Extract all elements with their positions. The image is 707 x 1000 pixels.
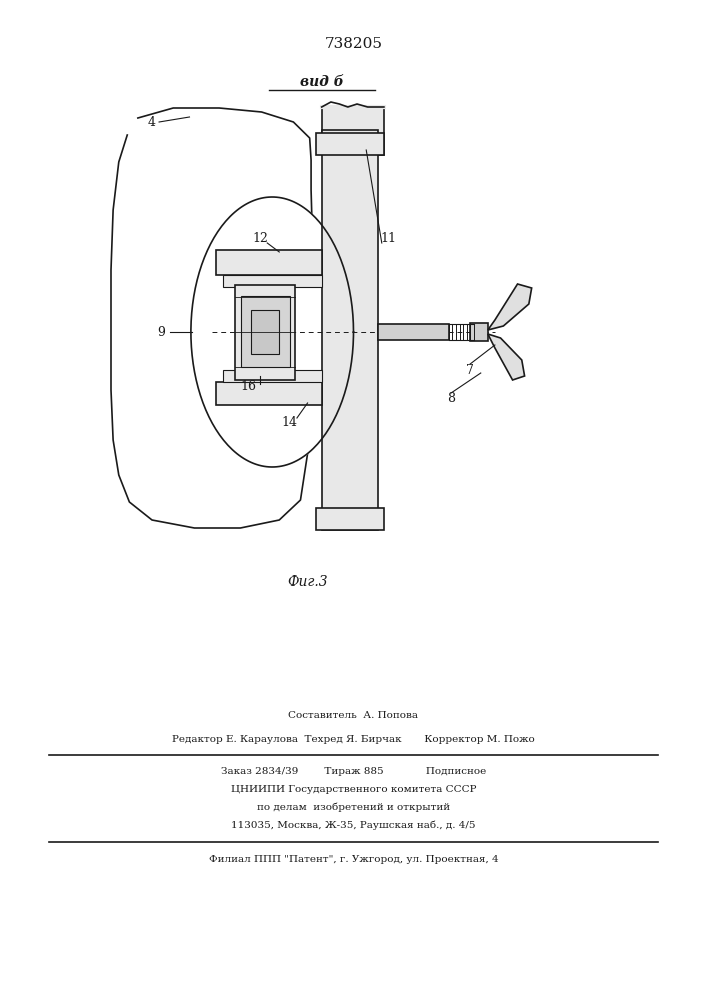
Bar <box>216 250 322 275</box>
Text: вид б: вид б <box>300 75 344 89</box>
Text: 738205: 738205 <box>325 37 382 51</box>
Bar <box>322 130 378 530</box>
Text: ЦНИИПИ Государственного комитета СССР: ЦНИИПИ Государственного комитета СССР <box>230 785 477 794</box>
Text: 11: 11 <box>381 232 397 244</box>
Bar <box>378 324 449 340</box>
Bar <box>223 370 322 382</box>
Text: Редактор Е. Караулова  Техред Я. Бирчак       Корректор М. Пожо: Редактор Е. Караулова Техред Я. Бирчак К… <box>172 734 535 744</box>
Text: 113035, Москва, Ж-35, Раушская наб., д. 4/5: 113035, Москва, Ж-35, Раушская наб., д. … <box>231 821 476 830</box>
Bar <box>240 296 290 367</box>
Bar <box>223 275 322 287</box>
Bar <box>251 310 279 354</box>
Bar <box>316 508 384 530</box>
Bar <box>235 284 296 379</box>
Bar <box>322 107 384 155</box>
Polygon shape <box>488 334 525 380</box>
Polygon shape <box>191 197 354 467</box>
Bar <box>316 133 384 155</box>
Text: 8: 8 <box>447 391 455 404</box>
Text: 9: 9 <box>157 326 165 338</box>
Text: 4: 4 <box>148 115 156 128</box>
Text: 12: 12 <box>252 232 268 244</box>
Bar <box>216 382 322 405</box>
Text: 14: 14 <box>282 416 298 428</box>
Text: по делам  изобретений и открытий: по делам изобретений и открытий <box>257 803 450 812</box>
Bar <box>470 323 488 341</box>
Text: 7: 7 <box>466 363 474 376</box>
Text: Филиал ППП "Патент", г. Ужгород, ул. Проектная, 4: Филиал ППП "Патент", г. Ужгород, ул. Про… <box>209 854 498 864</box>
Text: Составитель  А. Попова: Составитель А. Попова <box>288 710 419 720</box>
Text: Заказ 2834/39        Тираж 885             Подписное: Заказ 2834/39 Тираж 885 Подписное <box>221 767 486 776</box>
Polygon shape <box>488 284 532 330</box>
Text: 16: 16 <box>241 380 257 393</box>
Text: Фиг.3: Фиг.3 <box>287 575 328 589</box>
